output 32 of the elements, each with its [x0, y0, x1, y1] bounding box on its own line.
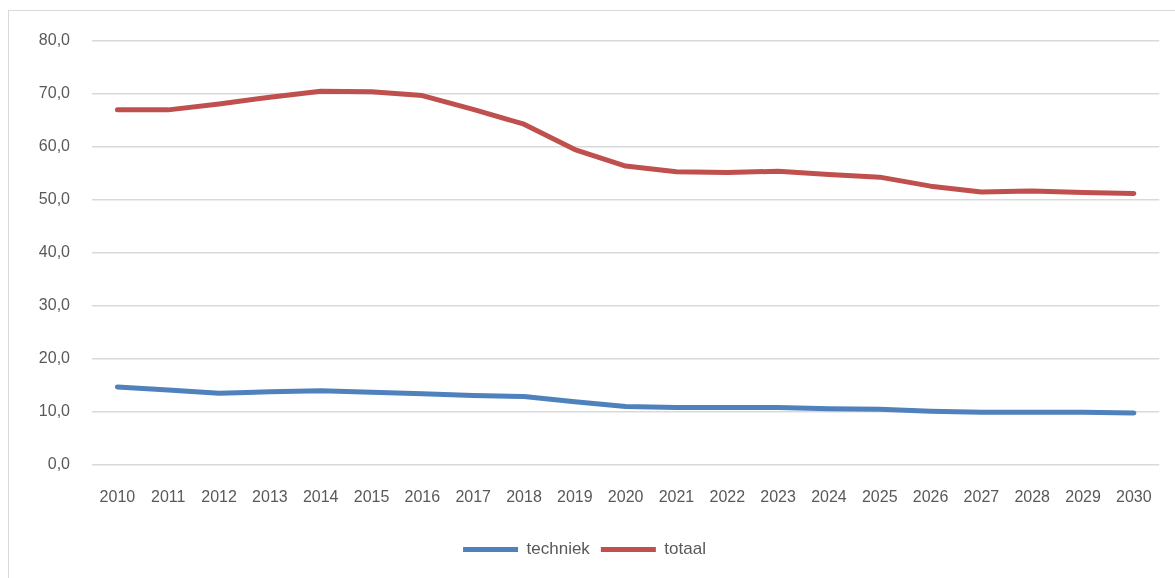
y-tick-label: 40,0 — [38, 243, 71, 261]
x-tick-label: 2011 — [151, 487, 186, 505]
y-tick-label: 60,0 — [38, 137, 71, 155]
x-tick-label: 2020 — [607, 487, 644, 505]
y-tick-label: 70,0 — [38, 84, 71, 102]
y-tick-label: 0,0 — [47, 455, 71, 473]
x-tick-label: 2010 — [99, 487, 136, 505]
x-tick-label: 2019 — [557, 487, 593, 505]
x-tick-label: 2030 — [1116, 487, 1152, 505]
legend-label: techniek — [526, 539, 591, 559]
x-tick-label: 2029 — [1065, 487, 1101, 505]
x-tick-label: 2016 — [404, 487, 441, 505]
x-tick-label: 2028 — [1014, 487, 1051, 505]
x-tick-label: 2027 — [963, 487, 1000, 505]
y-tick-label: 50,0 — [38, 190, 71, 208]
y-tick-label: 80,0 — [38, 31, 71, 49]
x-tick-label: 2021 — [658, 487, 695, 505]
x-tick-label: 2023 — [760, 487, 797, 505]
x-tick-label: 2017 — [455, 487, 492, 505]
y-tick-label: 10,0 — [38, 402, 71, 420]
x-tick-label: 2014 — [302, 487, 339, 505]
x-tick-label: 2012 — [201, 487, 237, 505]
x-tick-label: 2024 — [811, 487, 847, 505]
legend-label: totaal — [664, 539, 706, 559]
x-tick-label: 2018 — [506, 487, 542, 505]
y-tick-label: 30,0 — [38, 296, 71, 314]
x-tick-label: 2026 — [912, 487, 949, 505]
x-tick-label: 2022 — [709, 487, 746, 505]
y-tick-label: 20,0 — [38, 349, 71, 367]
x-tick-label: 2013 — [252, 487, 288, 505]
x-tick-label: 2015 — [353, 487, 390, 505]
x-tick-label: 2025 — [861, 487, 898, 505]
